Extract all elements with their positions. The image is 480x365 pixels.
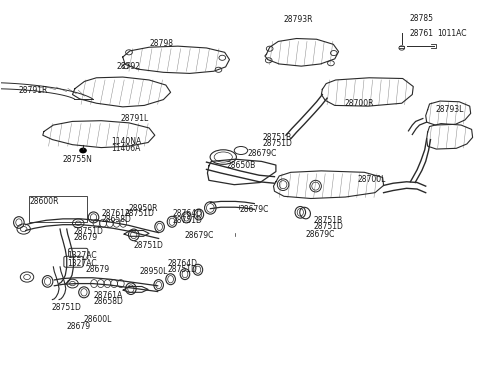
Text: 28751D: 28751D bbox=[173, 216, 203, 225]
Text: 28950R: 28950R bbox=[129, 204, 158, 213]
Text: 28751D: 28751D bbox=[314, 222, 344, 231]
Text: 1140NA: 1140NA bbox=[111, 137, 141, 146]
Text: 1327AC: 1327AC bbox=[68, 259, 97, 268]
Text: 28751B: 28751B bbox=[263, 133, 292, 142]
Text: 28950L: 28950L bbox=[140, 268, 168, 276]
Text: 11406A: 11406A bbox=[111, 144, 140, 153]
Text: 28751D: 28751D bbox=[124, 208, 154, 218]
Text: 28764D: 28764D bbox=[173, 209, 203, 218]
Text: 28791L: 28791L bbox=[120, 114, 149, 123]
Text: 28785: 28785 bbox=[410, 14, 434, 23]
Text: 28679C: 28679C bbox=[305, 230, 335, 239]
Text: 28679C: 28679C bbox=[240, 205, 269, 214]
Text: 28791R: 28791R bbox=[19, 86, 48, 95]
Text: 28761: 28761 bbox=[410, 29, 434, 38]
Text: 28751D: 28751D bbox=[263, 139, 293, 149]
Text: 28679C: 28679C bbox=[248, 149, 277, 158]
Text: 28793L: 28793L bbox=[435, 105, 464, 114]
Text: 28600R: 28600R bbox=[29, 197, 59, 206]
Text: 28650B: 28650B bbox=[227, 161, 256, 170]
Text: 28679: 28679 bbox=[86, 265, 110, 273]
Text: 1011AC: 1011AC bbox=[437, 29, 467, 38]
Text: 28793R: 28793R bbox=[283, 15, 312, 24]
Text: 28751D: 28751D bbox=[73, 227, 103, 236]
Text: 28792: 28792 bbox=[117, 62, 141, 72]
Text: 28761A: 28761A bbox=[101, 208, 131, 218]
Text: 28764D: 28764D bbox=[167, 259, 197, 268]
Text: 28600L: 28600L bbox=[83, 315, 111, 324]
Text: 28751D: 28751D bbox=[51, 303, 81, 312]
Text: 28798: 28798 bbox=[149, 39, 173, 48]
FancyBboxPatch shape bbox=[69, 248, 88, 259]
Text: 28679: 28679 bbox=[67, 322, 91, 331]
Text: 28751D: 28751D bbox=[167, 265, 197, 274]
Text: 28658D: 28658D bbox=[94, 297, 123, 306]
Text: 28679: 28679 bbox=[73, 233, 97, 242]
Text: 28679C: 28679C bbox=[184, 231, 214, 240]
Circle shape bbox=[79, 147, 87, 153]
Text: 28751D: 28751D bbox=[134, 241, 164, 250]
Text: 28658D: 28658D bbox=[101, 215, 131, 224]
Text: 1327AC: 1327AC bbox=[68, 251, 97, 261]
Text: 28755N: 28755N bbox=[63, 155, 93, 164]
Text: 28700R: 28700R bbox=[344, 99, 374, 108]
Text: 28700L: 28700L bbox=[358, 175, 386, 184]
Text: 28751B: 28751B bbox=[314, 216, 343, 225]
FancyBboxPatch shape bbox=[64, 256, 83, 267]
Text: 28761A: 28761A bbox=[94, 291, 123, 300]
